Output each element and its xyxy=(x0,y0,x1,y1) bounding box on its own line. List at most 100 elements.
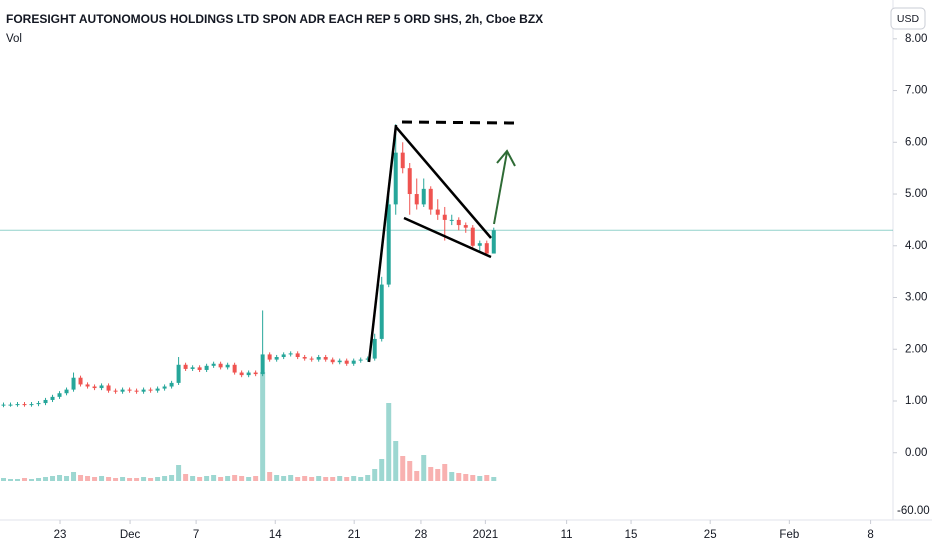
candle-body xyxy=(316,357,321,360)
y-tick-label: 3.00 xyxy=(905,292,927,304)
volume-bar xyxy=(85,476,91,481)
volume-bar xyxy=(281,476,287,481)
x-tick-label: 23 xyxy=(54,529,67,541)
breakout-arrow-head xyxy=(496,149,516,167)
candle-body xyxy=(463,225,468,228)
candle-body xyxy=(232,364,237,373)
flagpole-line xyxy=(367,124,398,363)
volume-bar xyxy=(309,477,315,481)
volume-bar xyxy=(120,477,126,481)
y-tick-label: 7.00 xyxy=(905,85,927,97)
volume-bar xyxy=(302,476,308,481)
candle-body xyxy=(113,390,118,392)
volume-bar xyxy=(113,478,119,481)
candle-body xyxy=(288,353,293,355)
target-dashed-line xyxy=(401,120,515,125)
candle-body xyxy=(400,152,405,169)
volume-bar xyxy=(218,477,224,481)
candle-body xyxy=(1,404,6,406)
volume-bar xyxy=(267,472,273,481)
volume-bar xyxy=(491,477,497,481)
candle-body xyxy=(295,353,300,358)
candle-body xyxy=(204,365,209,370)
volume-bar xyxy=(99,476,105,481)
volume-bar xyxy=(428,467,434,481)
candle-body xyxy=(71,377,76,390)
candle-body xyxy=(260,354,265,375)
volume-bar xyxy=(435,469,441,481)
volume-bar xyxy=(183,474,189,481)
candle-body xyxy=(106,385,111,391)
x-tick-label: 8 xyxy=(867,529,873,541)
candle-body xyxy=(43,399,48,404)
candle-body xyxy=(78,377,83,385)
volume-bar xyxy=(260,372,266,481)
candle-body xyxy=(120,389,125,392)
candle-body xyxy=(218,363,223,368)
volume-bar xyxy=(414,471,420,481)
volume-bar xyxy=(106,477,112,481)
volume-bar xyxy=(232,475,238,481)
volume-bar xyxy=(456,473,462,481)
volume-bar xyxy=(211,475,217,481)
y-tick-label: 8.00 xyxy=(905,33,927,45)
currency-label: USD xyxy=(897,13,920,25)
candle-body xyxy=(155,388,160,391)
volume-bar xyxy=(155,477,161,481)
volume-bar xyxy=(176,465,182,481)
volume-bar xyxy=(449,472,455,481)
volume-bar xyxy=(323,477,329,481)
y-tick-label: 6.00 xyxy=(905,136,927,148)
volume-bar xyxy=(484,475,490,481)
volume-bar xyxy=(358,477,364,481)
candle-body xyxy=(442,214,447,220)
candle-body xyxy=(134,390,139,392)
x-tick-label: 11 xyxy=(561,529,573,541)
volume-bar xyxy=(190,476,196,481)
volume-label: Vol xyxy=(6,33,22,45)
candle-body xyxy=(358,359,363,361)
x-tick-label: 21 xyxy=(348,529,361,541)
y-tick-label: 0.00 xyxy=(905,447,927,459)
volume-bar xyxy=(372,469,378,481)
volume-bar xyxy=(29,479,35,481)
x-tick-label: 7 xyxy=(193,529,199,541)
volume-bar xyxy=(71,472,77,481)
y-tick-label: 4.00 xyxy=(905,240,927,252)
volume-bar xyxy=(141,477,147,481)
volume-bar xyxy=(421,455,427,481)
x-tick-label: Feb xyxy=(779,529,799,541)
chart-title: FORESIGHT AUTONOMOUS HOLDINGS LTD SPON A… xyxy=(6,12,543,26)
volume-bar xyxy=(400,456,406,481)
volume-bar xyxy=(365,475,371,481)
x-tick-label: 14 xyxy=(269,529,282,541)
volume-bar xyxy=(407,461,413,481)
volume-bar xyxy=(477,476,483,481)
volume-bar xyxy=(92,477,98,481)
volume-bar xyxy=(8,479,14,481)
volume-bar xyxy=(127,478,133,481)
marks xyxy=(0,124,893,481)
volume-bar xyxy=(253,476,259,481)
candle-body xyxy=(393,152,398,205)
candle-body xyxy=(162,386,167,389)
volume-bar xyxy=(330,477,336,481)
volume-bar xyxy=(295,477,301,481)
candle-body xyxy=(141,389,146,392)
volume-bar xyxy=(386,403,392,481)
candle-body xyxy=(484,243,489,254)
candle-body xyxy=(274,357,279,360)
candle-body xyxy=(372,338,377,359)
currency-box[interactable] xyxy=(890,7,926,30)
candle-body xyxy=(92,386,97,389)
breakout-arrow xyxy=(493,151,508,225)
candle-body xyxy=(239,372,244,376)
drawings xyxy=(367,120,516,363)
candle-body xyxy=(225,364,230,368)
y-tick-label: 5.00 xyxy=(905,188,927,200)
candle-body xyxy=(407,168,412,195)
candle-body xyxy=(22,404,27,406)
candle-body xyxy=(29,404,34,406)
